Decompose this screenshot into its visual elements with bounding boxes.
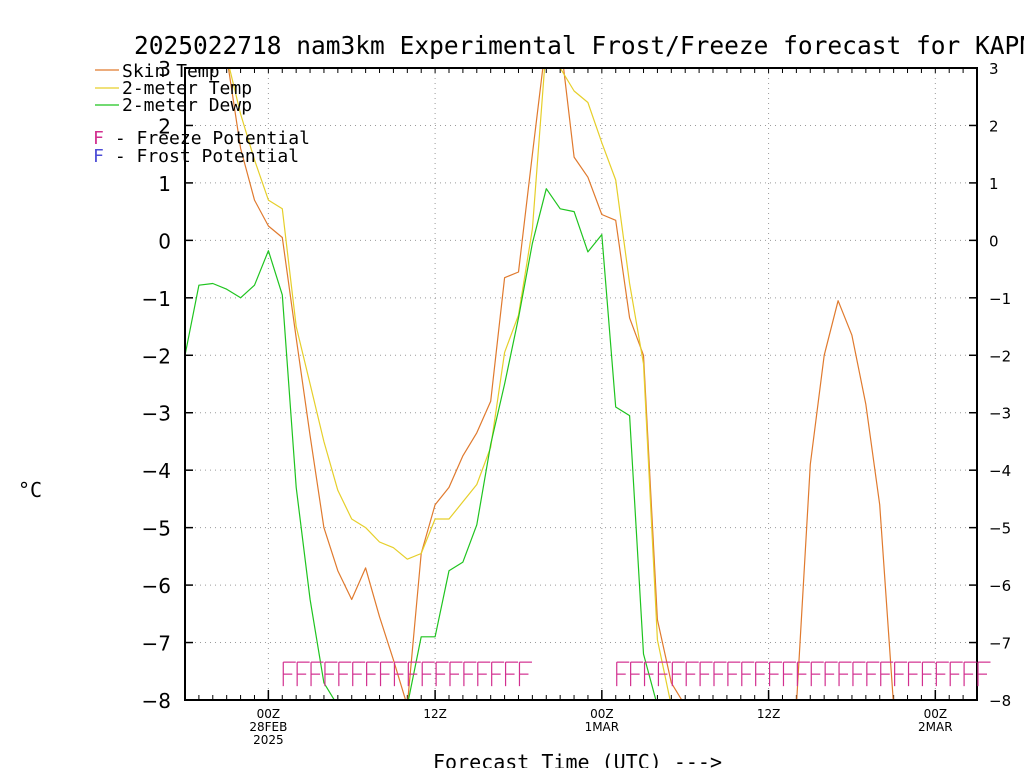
- y-tick-labels: 3 3 2 2 1 1 0 0 −1 −1 −2 −2 −3 −3 −4 −4 −5 −5 −6 −6 −7 −7 −8 −8: [142, 57, 1012, 713]
- y-tick-label-right: −3: [989, 405, 1011, 423]
- y-tick-label-left: −7: [142, 632, 171, 656]
- y-tick-label-left: 0: [158, 229, 171, 253]
- x-tick-sublabel: 28FEB: [249, 720, 287, 734]
- y-axis-label: °C: [18, 478, 42, 502]
- freeze-flags: [282, 661, 991, 687]
- y-tick-label-right: 3: [989, 60, 999, 78]
- x-axis-label: Forecast Time (UTC) --->: [433, 750, 722, 768]
- plot-frame: [184, 67, 978, 701]
- x-tick-sublabel: 2025: [253, 733, 284, 747]
- y-tick-label-left: −3: [142, 402, 171, 426]
- legend-freeze-letter: F: [93, 128, 104, 149]
- y-tick-label-right: −7: [989, 635, 1011, 653]
- y-tick-label-right: 2: [989, 117, 999, 135]
- legend-freeze-label: - Freeze Potential: [104, 128, 310, 149]
- x-tick-sublabel: 2MAR: [918, 720, 953, 734]
- y-tick-label-left: 2: [158, 114, 171, 138]
- x-tick-label: 00Z: [257, 707, 281, 721]
- y-tick-label-right: −1: [989, 290, 1011, 308]
- legend-frost-letter: F: [93, 146, 104, 167]
- y-tick-label-right: −8: [989, 692, 1011, 710]
- series-lines: [185, 68, 894, 700]
- y-tick-label-left: −5: [142, 517, 171, 541]
- axis-ticks: [185, 67, 977, 701]
- y-tick-label-right: −2: [989, 347, 1011, 365]
- x-tick-label: 12Z: [423, 707, 447, 721]
- y-tick-label-right: −5: [989, 520, 1011, 538]
- y-tick-label-left: −4: [142, 459, 171, 483]
- x-tick-label: 12Z: [757, 707, 781, 721]
- y-tick-label-left: −8: [142, 689, 171, 713]
- legend: Skin Temp 2-meter Temp 2-meter Dewp F - …: [93, 61, 310, 167]
- y-tick-label-right: 1: [989, 175, 999, 193]
- grid-lines: [185, 68, 977, 700]
- series-line-dewp: [185, 188, 657, 700]
- y-tick-label-right: −6: [989, 577, 1011, 595]
- x-tick-label: 00Z: [924, 707, 948, 721]
- series-line-skin: [227, 68, 894, 700]
- legend-label-dewp: 2-meter Dewp: [122, 95, 252, 116]
- y-tick-label-left: −6: [142, 574, 171, 598]
- x-tick-sublabel: 1MAR: [585, 720, 620, 734]
- y-tick-label-right: −4: [989, 462, 1011, 480]
- legend-frost-label: - Frost Potential: [104, 146, 299, 167]
- y-tick-label-left: 3: [158, 57, 171, 81]
- y-tick-label-left: 1: [158, 172, 171, 196]
- y-tick-label-right: 0: [989, 232, 999, 250]
- y-tick-label-left: −1: [142, 287, 171, 311]
- legend-label-temp: 2-meter Temp: [122, 78, 252, 99]
- y-tick-label-left: −2: [142, 344, 171, 368]
- series-line-temp: [228, 68, 671, 700]
- x-tick-label: 00Z: [590, 707, 614, 721]
- legend-label-skin: Skin Temp: [122, 61, 220, 82]
- chart-title: 2025022718 nam3km Experimental Frost/Fre…: [134, 31, 1024, 60]
